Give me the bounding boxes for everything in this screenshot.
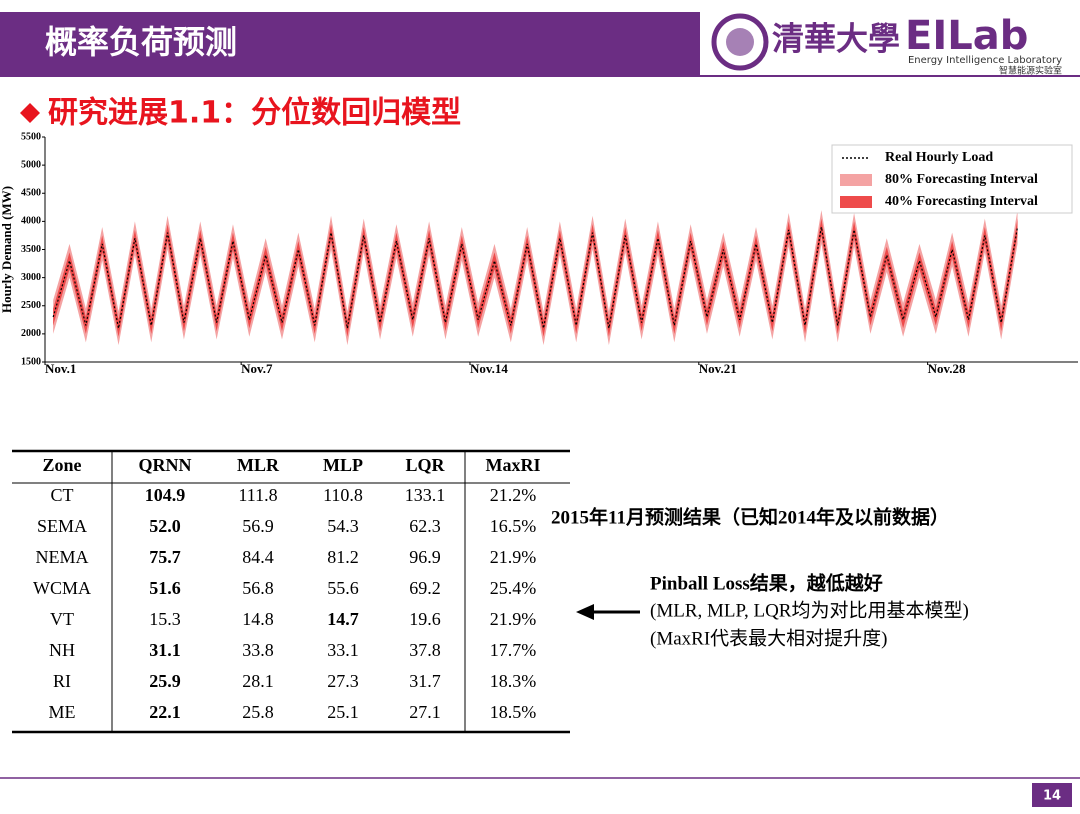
table-cell: 54.3	[327, 516, 359, 536]
y-tick-label: 1500	[21, 356, 41, 367]
table-cell: 55.6	[327, 578, 359, 598]
table-cell: VT	[50, 609, 74, 629]
legend-swatch	[840, 174, 872, 186]
table-cell: RI	[53, 671, 71, 691]
table-cell: 17.7%	[490, 640, 537, 660]
table-cell: 15.3	[149, 609, 181, 629]
table-cell: NEMA	[36, 547, 89, 567]
table-cell: 110.8	[323, 485, 363, 505]
table-header: MaxRI	[486, 455, 541, 475]
lab-english: Energy Intelligence Laboratory	[908, 55, 1062, 66]
table-cell: SEMA	[37, 516, 87, 536]
legend-label: 80% Forecasting Interval	[885, 172, 1038, 187]
table-cell: 33.1	[327, 640, 359, 660]
table-cell: 56.9	[242, 516, 274, 536]
chart: 1500 2000 2500 3000 3500 4000 4500 5000 5500 Nov.…	[0, 131, 1078, 376]
arrow-head	[576, 604, 594, 620]
table-header: LQR	[405, 455, 445, 475]
table-cell: CT	[50, 485, 73, 505]
lab-logo: EILab	[905, 13, 1028, 59]
table-cell: 52.0	[149, 516, 181, 536]
table-cell: ME	[49, 702, 76, 722]
table-cell: 62.3	[409, 516, 441, 536]
x-tick-label: Nov.21	[699, 361, 737, 376]
table-cell: 37.8	[409, 640, 441, 660]
result-note: 2015年11月预测结果（已知2014年及以前数据）	[551, 505, 949, 528]
x-tick-label: Nov.1	[45, 361, 76, 376]
legend-label: 40% Forecasting Interval	[885, 194, 1038, 209]
slide-title: 概率负荷预测	[45, 23, 237, 61]
page-number: 14	[1043, 789, 1061, 804]
x-tick-label: Nov.7	[241, 361, 273, 376]
legend-swatch	[840, 196, 872, 208]
y-tick-label: 3500	[21, 244, 41, 255]
y-tick-label: 3000	[21, 272, 41, 283]
table-cell: 19.6	[409, 609, 441, 629]
table-cell: 56.8	[242, 578, 274, 598]
table-cell: 104.9	[145, 485, 186, 505]
load-line	[52, 226, 1019, 329]
y-axis-label: Hourly Demand (MW)	[0, 186, 14, 313]
table-cell: 28.1	[242, 671, 274, 691]
loss-note: Pinball Loss结果，越低越好	[650, 571, 883, 594]
table-cell: 69.2	[409, 578, 441, 598]
table-cell: 18.5%	[490, 702, 537, 722]
table-header: QRNN	[139, 455, 192, 475]
bullet	[20, 103, 40, 123]
university-name: 清華大學	[772, 20, 900, 56]
table-header: Zone	[42, 455, 81, 475]
title-bar	[0, 12, 700, 75]
table-cell: 22.1	[149, 702, 181, 722]
table-cell: 81.2	[327, 547, 359, 567]
table-cell: 33.8	[242, 640, 274, 660]
x-tick-label: Nov.14	[470, 361, 508, 376]
x-tick-label: Nov.28	[928, 361, 966, 376]
table-cell: 25.4%	[490, 578, 537, 598]
table-cell: 84.4	[242, 547, 274, 567]
table-cell: 111.8	[238, 485, 277, 505]
page-box	[1032, 783, 1072, 807]
table: Zone QRNN MLR MLP LQR MaxRI CT 104.9 111.8 110.8 1…	[12, 449, 570, 734]
y-tick-label: 2500	[21, 300, 41, 311]
y-tick-label: 5500	[21, 131, 41, 142]
table-cell: 75.7	[149, 547, 181, 567]
table-cell: 25.9	[149, 671, 181, 691]
table-cell: 51.6	[149, 578, 181, 598]
table-cell: 27.1	[409, 702, 441, 722]
table-cell: 16.5%	[490, 516, 537, 536]
emblem-center	[726, 28, 754, 56]
table-cell: NH	[49, 640, 75, 660]
table-cell: 21.2%	[490, 485, 537, 505]
table-cell: 25.1	[327, 702, 359, 722]
y-tick-label: 4500	[21, 188, 41, 199]
table-cell: 14.8	[242, 609, 274, 629]
baseline-note: (MLR, MLP, LQR均为对比用基本模型)	[650, 599, 969, 621]
lab-chinese: 智慧能源实验室	[999, 65, 1062, 77]
table-cell: 133.1	[405, 485, 446, 505]
table-cell: 21.9%	[490, 547, 537, 567]
y-tick-label: 2000	[21, 328, 41, 339]
emblem	[711, 13, 769, 71]
subtitle: 研究进展1.1：分位数回归模型	[48, 96, 461, 131]
table-cell: 31.7	[409, 671, 441, 691]
interval-band	[53, 218, 1018, 337]
y-tick-label: 5000	[21, 159, 41, 170]
table-header: MLP	[323, 455, 363, 475]
table-cell: 14.7	[327, 609, 359, 629]
legend-label: Real Hourly Load	[885, 150, 993, 165]
table-cell: 25.8	[242, 702, 274, 722]
table-cell: 96.9	[409, 547, 441, 567]
table-cell: 31.1	[149, 640, 181, 660]
table-cell: 18.3%	[490, 671, 537, 691]
y-tick-label: 4000	[21, 216, 41, 227]
table-cell: 27.3	[327, 671, 359, 691]
table-cell: WCMA	[33, 578, 91, 598]
table-cell: 21.9%	[490, 609, 537, 629]
table-header: MLR	[237, 455, 280, 475]
maxri-note: (MaxRI代表最大相对提升度)	[650, 627, 887, 649]
